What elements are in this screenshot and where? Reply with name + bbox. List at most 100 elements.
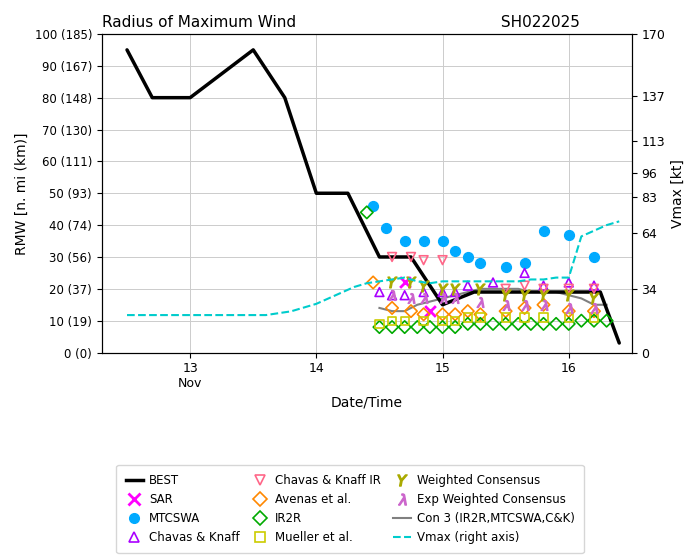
Point xyxy=(437,287,448,296)
Point xyxy=(449,323,461,331)
Point xyxy=(449,316,461,325)
Point xyxy=(437,294,448,303)
Point xyxy=(405,307,416,316)
X-axis label: Date/Time: Date/Time xyxy=(331,396,402,410)
Point xyxy=(449,287,461,296)
Point xyxy=(386,291,398,300)
Point xyxy=(589,253,600,262)
Point xyxy=(418,236,429,245)
Point xyxy=(538,227,549,236)
Point xyxy=(386,291,398,300)
Point xyxy=(563,278,574,287)
Point xyxy=(475,313,486,322)
Point xyxy=(437,310,448,319)
Point xyxy=(563,313,574,322)
Point xyxy=(399,236,410,245)
Point xyxy=(487,278,498,287)
Point xyxy=(424,307,435,316)
Text: Radius of Maximum Wind                                          SH022025: Radius of Maximum Wind SH022025 xyxy=(102,15,580,30)
Point xyxy=(538,281,549,290)
Point xyxy=(519,304,530,312)
Point xyxy=(462,313,473,322)
Point xyxy=(519,268,530,277)
Point xyxy=(475,259,486,268)
Point xyxy=(519,291,530,300)
Point xyxy=(589,281,600,290)
Point xyxy=(538,319,549,328)
Point xyxy=(601,316,612,325)
Point xyxy=(405,278,416,287)
Point xyxy=(462,253,473,262)
Y-axis label: RMW [n. mi (km)]: RMW [n. mi (km)] xyxy=(15,132,29,254)
Point xyxy=(563,230,574,239)
Point xyxy=(475,319,486,328)
Point xyxy=(386,278,398,287)
Point xyxy=(519,259,530,268)
Point xyxy=(563,291,574,300)
Point xyxy=(418,281,429,290)
Point xyxy=(424,323,435,331)
Point xyxy=(500,291,511,300)
Point xyxy=(449,310,461,319)
Point xyxy=(399,316,410,325)
Point xyxy=(361,208,372,217)
Point xyxy=(475,285,486,293)
Point xyxy=(374,319,385,328)
Point xyxy=(589,307,600,316)
Point xyxy=(437,285,448,293)
Point xyxy=(462,281,473,290)
Legend: BEST, SAR, MTCSWA, Chavas & Knaff, Chavas & Knaff IR, Avenas et al., IR2R, Muell: BEST, SAR, MTCSWA, Chavas & Knaff, Chava… xyxy=(116,465,584,553)
Point xyxy=(589,304,600,312)
Point xyxy=(563,304,574,312)
Point xyxy=(437,323,448,331)
Point xyxy=(386,323,398,331)
Point xyxy=(412,323,423,331)
Point xyxy=(538,285,549,293)
Point xyxy=(538,300,549,309)
Point xyxy=(475,297,486,306)
Point xyxy=(405,294,416,303)
Point xyxy=(449,285,461,293)
Point xyxy=(589,313,600,322)
Point xyxy=(500,285,511,293)
Point xyxy=(563,285,574,293)
Point xyxy=(437,255,448,264)
Point xyxy=(386,316,398,325)
Point xyxy=(538,291,549,300)
Point xyxy=(418,255,429,264)
Point xyxy=(418,316,429,325)
Point xyxy=(500,319,511,328)
Point xyxy=(462,307,473,316)
Point xyxy=(462,319,473,328)
Point xyxy=(386,304,398,312)
Point xyxy=(437,316,448,325)
Point xyxy=(399,291,410,300)
Point xyxy=(519,313,530,322)
Point xyxy=(399,323,410,331)
Point xyxy=(538,313,549,322)
Point xyxy=(500,307,511,316)
Point xyxy=(512,319,524,328)
Point xyxy=(368,202,379,211)
Point xyxy=(405,253,416,262)
Point xyxy=(519,281,530,290)
Point xyxy=(500,262,511,271)
Point xyxy=(475,310,486,319)
Point xyxy=(563,307,574,316)
Y-axis label: Vmax [kt]: Vmax [kt] xyxy=(671,159,685,228)
Point xyxy=(538,300,549,309)
Point xyxy=(386,253,398,262)
Point xyxy=(449,246,461,255)
Point xyxy=(374,323,385,331)
Point xyxy=(589,294,600,303)
Point xyxy=(437,236,448,245)
Point xyxy=(449,294,461,303)
Point xyxy=(576,316,587,325)
Point xyxy=(589,285,600,293)
Point xyxy=(399,278,410,287)
Point xyxy=(368,278,379,287)
Point xyxy=(418,294,429,303)
Point xyxy=(418,287,429,296)
Point xyxy=(374,287,385,296)
Point xyxy=(380,224,391,233)
